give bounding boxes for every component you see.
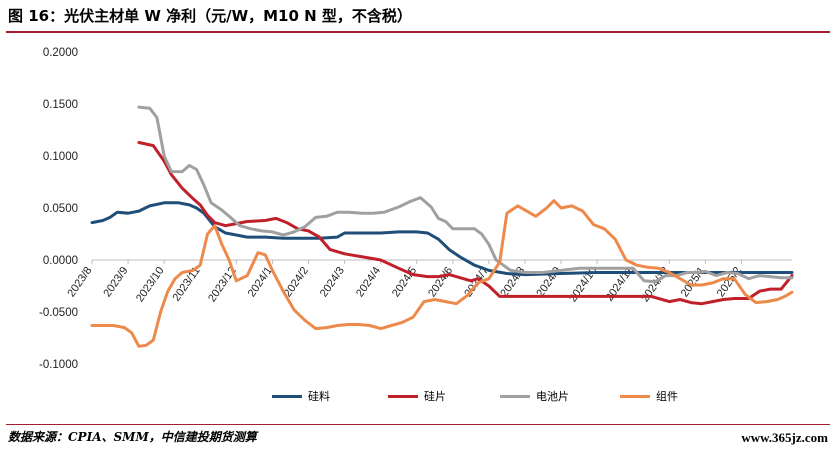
legend-label: 电池片 — [536, 390, 569, 403]
y-tick-label: 0.0000 — [43, 255, 78, 267]
title-divider — [6, 31, 830, 33]
x-tick-label: 2024/10 — [567, 265, 600, 304]
series-line-硅片 — [137, 141, 794, 306]
x-tick-label: 2024/4 — [354, 265, 383, 299]
y-tick-label: 0.2000 — [43, 47, 78, 59]
figure-title: 图 16：光伏主材单 W 净利（元/W，M10 N 型，不含税） — [8, 7, 412, 25]
legend-swatch — [500, 394, 530, 398]
legend-swatch — [388, 394, 418, 398]
legend-item: 硅片 — [388, 386, 446, 406]
legend-item: 组件 — [620, 386, 678, 406]
watermark: www.365jz.com — [741, 430, 828, 445]
legend-label: 硅料 — [308, 390, 330, 403]
x-tick-label: 2024/3 — [318, 265, 347, 299]
x-tick-label: 2023/8 — [65, 265, 94, 299]
x-tick-label: 2024/6 — [426, 265, 455, 299]
legend-item: 电池片 — [500, 386, 569, 406]
y-tick-label: 0.0500 — [43, 203, 78, 215]
legend-swatch — [272, 394, 302, 398]
x-tick-label: 2025/2 — [715, 265, 744, 299]
y-tick-label: 0.1000 — [43, 151, 78, 163]
series-line-电池片 — [137, 105, 794, 284]
legend-label: 硅片 — [424, 390, 446, 403]
source-note: 数据来源：CPIA、SMM，中信建投期货测算 — [8, 430, 257, 444]
y-tick-label: -0.1000 — [39, 359, 78, 371]
y-tick-label: 0.1500 — [43, 99, 78, 111]
source-divider — [6, 424, 830, 425]
chart-legend: 硅料 硅片 电池片 组件 — [0, 386, 836, 406]
series-line-硅料 — [90, 201, 794, 277]
x-tick-label: 2023/10 — [134, 265, 167, 304]
legend-label: 组件 — [656, 390, 678, 403]
line-chart: 0.2000 0.1500 0.1000 0.0500 0.0000 -0.0500 -0.… — [39, 47, 794, 371]
x-tick-label: 2023/9 — [101, 265, 130, 299]
legend-swatch — [620, 394, 650, 398]
series-line-组件 — [90, 199, 794, 348]
legend-item: 硅料 — [272, 386, 330, 406]
y-tick-label: -0.0500 — [39, 307, 78, 319]
